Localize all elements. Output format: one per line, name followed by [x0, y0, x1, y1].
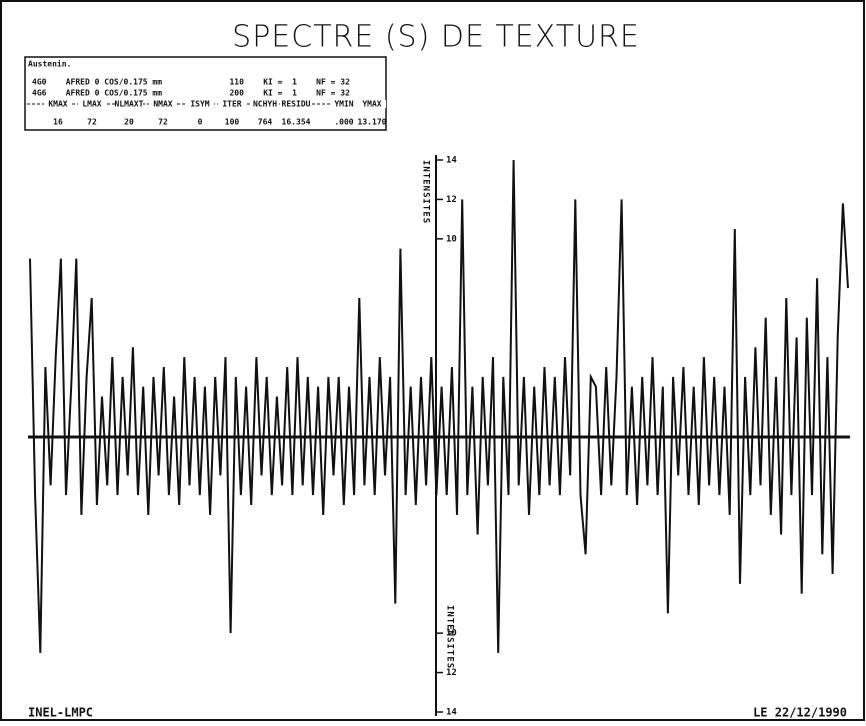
info-columns: KMAX LMAX NLMAXT NMAX ISYM ITER NCHYH RESIDU YMI… — [44, 100, 387, 127]
info-header-bg — [44, 100, 72, 108]
info-header: LMAX — [82, 100, 101, 109]
y-axis-label: INTENSITES — [445, 605, 455, 669]
info-header-bg — [218, 100, 246, 108]
y-tick-label: 14 — [446, 156, 457, 166]
info-header: NMAX — [153, 100, 172, 109]
y-tick-label: 10 — [446, 629, 457, 639]
info-value: .000 — [334, 118, 353, 127]
y-axis-label: INTENSITES — [421, 160, 431, 224]
info-header: ISYM — [190, 100, 209, 109]
info-value: 72 — [158, 118, 168, 127]
chart-title: SPECTRE (S) DE TEXTURE — [232, 20, 640, 55]
info-header-bg — [186, 100, 214, 108]
y-tick-label: 14 — [446, 708, 457, 718]
y-tick-label: 12 — [446, 195, 457, 205]
info-header-bg — [78, 100, 106, 108]
info-header-bg — [251, 100, 279, 108]
info-value: 0 — [198, 118, 203, 127]
info-value: 100 — [225, 118, 240, 127]
spectrum-line — [29, 159, 849, 653]
info-header-bg — [149, 100, 177, 108]
info-header: YMAX — [362, 100, 381, 109]
info-value: 20 — [124, 118, 134, 127]
info-value: 16.354 — [282, 118, 311, 127]
y-tick-label: 12 — [446, 668, 457, 678]
info-box — [24, 56, 387, 131]
footer-right: LE 22/12/1990 — [753, 706, 847, 720]
info-header: RESIDU — [282, 100, 311, 109]
footer-left: INEL-LMPC — [28, 706, 93, 720]
info-value: 764 — [258, 118, 273, 127]
info-value: 13.170 — [358, 118, 387, 127]
info-header: NCHYH — [253, 100, 277, 109]
info-header-bg — [330, 100, 358, 108]
info-row: 4G6 AFRED 0 COS/0.175 mm 200 KI = 1 NF =… — [32, 89, 350, 98]
info-header: KMAX — [48, 100, 67, 109]
info-header-bg — [115, 100, 143, 108]
info-header: NLMAXT — [115, 100, 144, 109]
info-value: 16 — [53, 118, 63, 127]
info-header-bg — [358, 100, 386, 108]
info-header: ITER — [222, 100, 241, 109]
info-value: 72 — [87, 118, 97, 127]
info-material: Austenin. — [28, 59, 71, 69]
info-row: 4G0 AFRED 0 COS/0.175 mm 110 KI = 1 NF =… — [32, 78, 350, 87]
info-header: YMIN — [334, 100, 353, 109]
info-header-bg — [282, 100, 310, 108]
y-tick-label: 10 — [446, 234, 457, 244]
